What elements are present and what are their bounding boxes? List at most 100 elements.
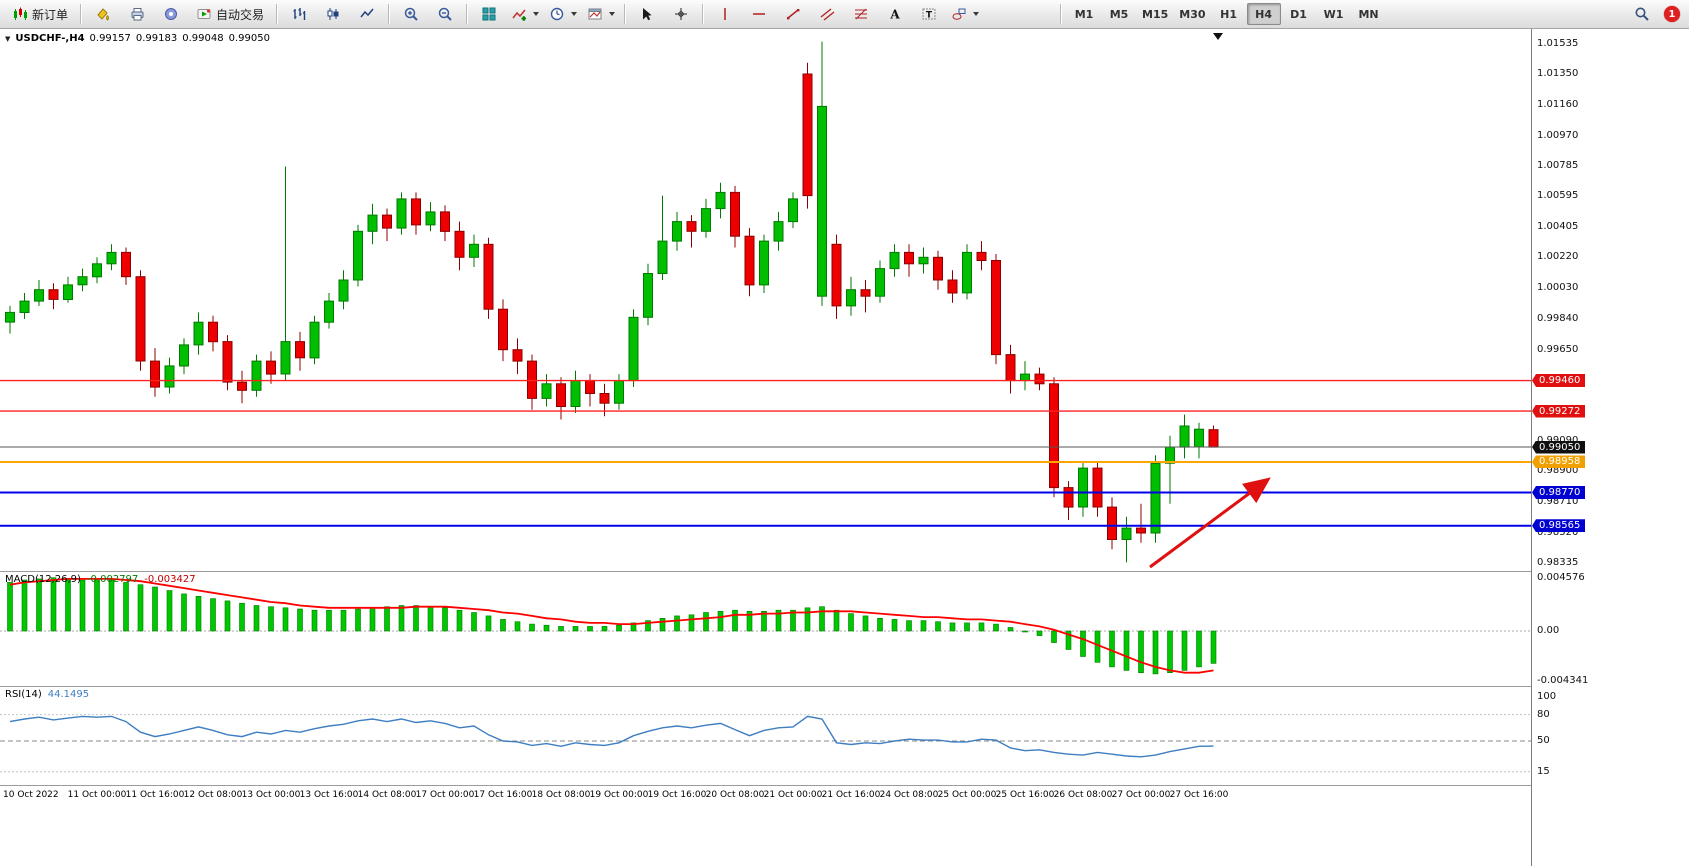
candle-body: [425, 211, 436, 226]
crosshair-button[interactable]: [665, 2, 697, 26]
periods-icon: [550, 7, 564, 21]
candle-body: [135, 276, 146, 362]
candle-body: [338, 279, 349, 302]
search-icon: [1635, 7, 1649, 21]
zoom-out-button[interactable]: [429, 2, 461, 26]
timeframe-button-H1[interactable]: H1: [1220, 7, 1237, 21]
candle-body: [454, 230, 465, 258]
price-axis-label: 1.00970: [1537, 129, 1579, 141]
rsi-line: [9, 715, 1214, 758]
preview-button[interactable]: [155, 2, 187, 26]
candle-body: [266, 360, 276, 375]
ohlc-open: 0.99157: [89, 33, 131, 44]
candle-body: [77, 276, 88, 286]
shapes-icon: [952, 8, 966, 20]
tile-windows-icon: [482, 7, 496, 21]
channel-tool[interactable]: [811, 2, 843, 26]
new-order-button[interactable]: 新订单: [5, 2, 75, 26]
candle-body: [686, 221, 697, 232]
cursor-button[interactable]: [631, 2, 663, 26]
label-tool[interactable]: T: [913, 2, 945, 26]
candle-body: [179, 344, 189, 367]
channel-icon: [820, 8, 835, 21]
timeframe-button-W1[interactable]: W1: [1323, 7, 1344, 21]
zoom-in-button[interactable]: [395, 2, 427, 26]
candlestick-series[interactable]: [5, 41, 1219, 563]
candle-body: [1194, 428, 1204, 448]
price-axis-label: 0.98520: [1537, 527, 1579, 538]
tile-windows-button[interactable]: [473, 2, 505, 26]
fibonacci-tool[interactable]: [845, 2, 877, 26]
search-button[interactable]: [1626, 2, 1658, 26]
periods-button[interactable]: [545, 2, 581, 26]
macd-panel[interactable]: [0, 572, 1689, 686]
templates-button[interactable]: [583, 2, 619, 26]
bar-chart-button[interactable]: [283, 2, 315, 26]
time-axis[interactable]: 10 Oct 2022 11 Oct 00:00 11 Oct 16:00 12 Oc…: [0, 786, 1531, 806]
rsi-panel[interactable]: [0, 687, 1689, 785]
timeframe-button-M30[interactable]: M30: [1179, 7, 1206, 21]
time-axis-label: 21 Oct 00:00: [763, 790, 823, 800]
candle-body: [599, 393, 610, 404]
candle-body: [237, 381, 247, 391]
panel-separator[interactable]: [0, 571, 1689, 572]
price-axis-label: 0.98710: [1537, 496, 1579, 508]
autotrading-button[interactable]: 自动交易: [189, 2, 271, 26]
trend-arrow[interactable]: [1149, 477, 1271, 569]
candle-body: [918, 256, 929, 265]
candle-body: [831, 243, 842, 307]
chart-shift-marker[interactable]: [1213, 33, 1223, 40]
candle-body: [1092, 467, 1103, 508]
print-button[interactable]: [121, 2, 153, 26]
line-chart-button[interactable]: [351, 2, 383, 26]
vertical-line-tool[interactable]: [709, 2, 741, 26]
candle-body: [382, 214, 392, 229]
ohlc-high: 0.99183: [135, 33, 178, 44]
candle-body: [889, 251, 900, 270]
candle-body: [541, 383, 552, 399]
candle-body: [947, 279, 958, 294]
candle-body: [802, 73, 813, 197]
candle-body: [527, 360, 537, 399]
new-order-label: 新订单: [32, 7, 69, 22]
macd-name: MACD(12,26,9): [5, 574, 81, 585]
candle-body: [701, 208, 711, 232]
timeframe-button-D1[interactable]: D1: [1290, 7, 1307, 21]
candle-body: [1063, 487, 1074, 508]
timeframe-button-MN[interactable]: MN: [1358, 7, 1379, 21]
price-badge-support-1: 0.98770: [1532, 485, 1586, 499]
candle-body: [251, 360, 262, 391]
timeframe-button-M5[interactable]: M5: [1109, 7, 1129, 21]
candle-body: [280, 341, 291, 375]
candle-body: [483, 243, 494, 310]
time-axis-label: 11 Oct 16:00: [125, 790, 185, 800]
fibonacci-icon: [855, 8, 868, 20]
candle-body: [512, 349, 523, 362]
text-tool[interactable]: A: [879, 2, 911, 26]
ohlc-close: 0.99050: [228, 33, 270, 44]
indicators-button[interactable]: [507, 2, 543, 26]
ohlc-low: 0.99048: [182, 33, 224, 44]
candle-body: [976, 251, 987, 261]
price-axis-label: 1.00030: [1537, 282, 1579, 294]
candlestick-chart-button[interactable]: [317, 2, 349, 26]
candle-body: [5, 311, 15, 323]
price-axis[interactable]: 1.01535 1.01350 1.01160 1.00970 1.00785 1.005…: [1531, 29, 1689, 866]
timeframe-button-M15[interactable]: M15: [1142, 7, 1169, 21]
timeframe-button-H4[interactable]: H4: [1246, 3, 1281, 25]
panel-separator[interactable]: [0, 686, 1689, 687]
shapes-tool[interactable]: [947, 2, 983, 26]
candle-body: [106, 251, 117, 265]
timeframe-button-M1[interactable]: M1: [1074, 7, 1094, 21]
main-price-chart[interactable]: [0, 29, 1689, 571]
time-axis-label: 14 Oct 08:00: [357, 790, 417, 800]
notification-badge[interactable]: 1: [1664, 6, 1680, 22]
styles-button[interactable]: [87, 2, 119, 26]
trendline-tool[interactable]: [777, 2, 809, 26]
one-click-trading-toggle[interactable]: ▼: [5, 34, 11, 43]
candle-body: [570, 380, 581, 407]
time-axis-label: 17 Oct 16:00: [473, 790, 533, 800]
time-axis-label: 13 Oct 00:00: [241, 790, 301, 800]
rsi-axis-label: 100: [1537, 691, 1557, 702]
horizontal-line-tool[interactable]: [743, 2, 775, 26]
